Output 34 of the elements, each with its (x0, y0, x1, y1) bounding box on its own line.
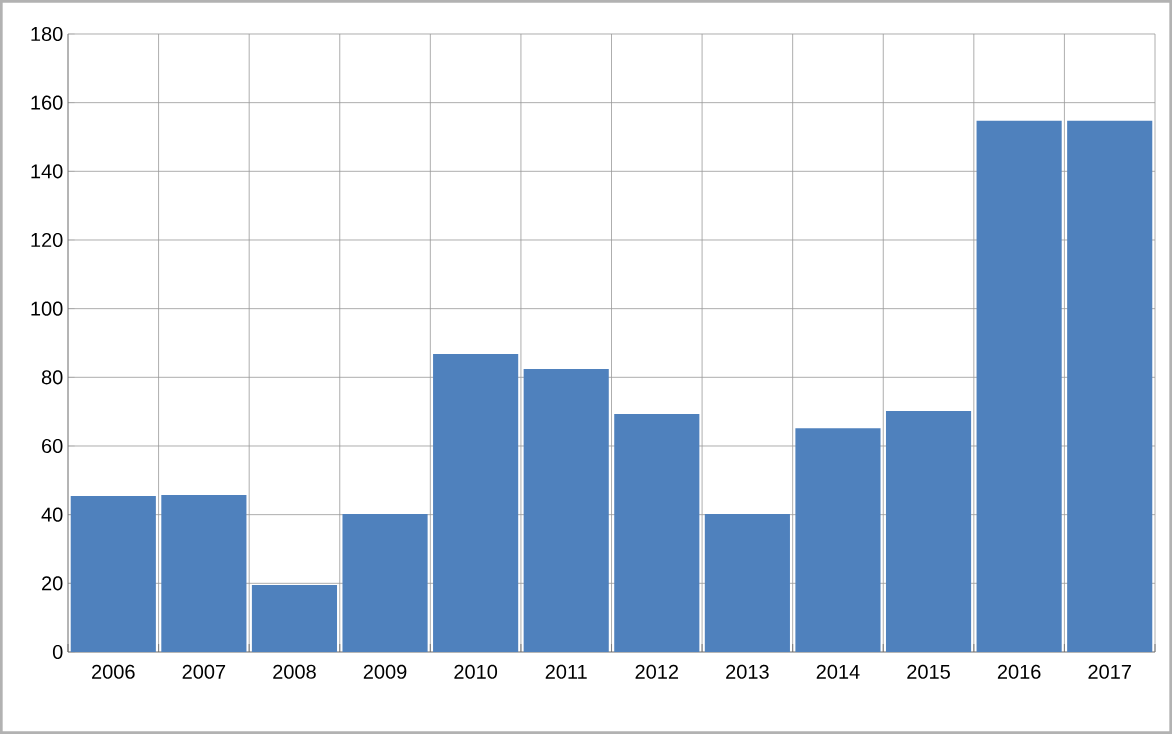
bar (433, 353, 519, 652)
x-tick-label: 2011 (545, 664, 587, 679)
x-tick-label: 2009 (363, 664, 407, 679)
x-tick-label: 2008 (273, 664, 316, 679)
y-tick-label: 120 (31, 232, 63, 248)
bar (885, 410, 972, 652)
x-tick-label: 2006 (92, 664, 135, 679)
y-tick-label: 100 (31, 301, 63, 316)
bar (523, 369, 609, 652)
y-tick-label: 20 (42, 576, 63, 591)
bar (704, 513, 790, 652)
x-tick-label: 2017 (1088, 664, 1131, 679)
bar (251, 585, 338, 652)
bar (1067, 120, 1153, 652)
x-tick-label: 2007 (182, 664, 226, 679)
bar (70, 496, 156, 652)
y-tick-label: 0 (52, 644, 63, 660)
y-tick-label: 40 (41, 507, 63, 522)
bar (161, 495, 247, 652)
bar (342, 513, 428, 652)
y-tick-label: 160 (31, 95, 63, 110)
x-tick-label: 2013 (726, 664, 769, 679)
x-tick-label: 2014 (816, 664, 860, 679)
y-tick-label: 140 (31, 164, 63, 179)
bar (976, 120, 1062, 652)
y-tick-label: 180 (31, 26, 63, 42)
x-tick-label: 2015 (907, 664, 950, 679)
x-tick-label: 2010 (454, 664, 498, 679)
y-tick-label: 80 (41, 370, 63, 385)
bar (614, 414, 700, 652)
bar (795, 428, 881, 652)
y-tick-label: 60 (42, 438, 63, 454)
x-tick-label: 2016 (997, 664, 1041, 679)
x-tick-label: 2012 (635, 664, 679, 679)
